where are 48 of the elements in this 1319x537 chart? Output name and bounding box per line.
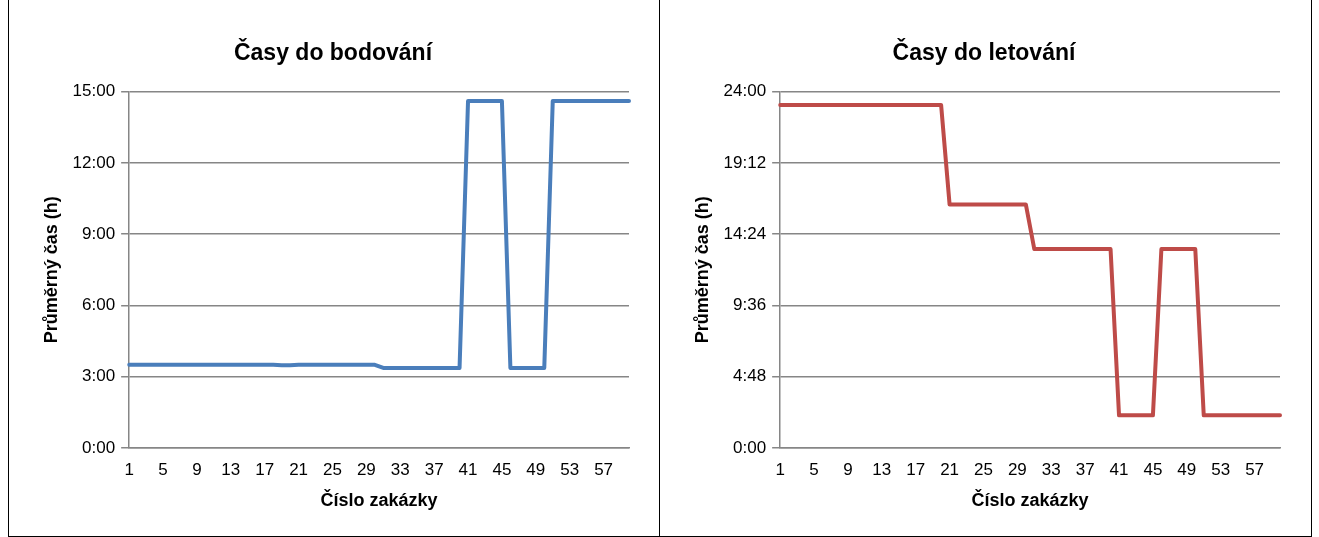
x-tick-label: 21 xyxy=(940,459,960,479)
x-tick-label: 49 xyxy=(526,459,546,479)
x-tick-label: 21 xyxy=(289,459,309,479)
x-tick-label: 25 xyxy=(974,459,993,479)
y-tick-label: 0:00 xyxy=(82,437,116,457)
y-tick-label: 12:00 xyxy=(72,152,116,172)
x-tick-label: 45 xyxy=(492,459,512,479)
x-tick-label: 1 xyxy=(124,459,134,479)
x-tick-label: 9 xyxy=(843,459,853,479)
y-tick-label: 9:00 xyxy=(82,223,116,243)
x-tick-label: 29 xyxy=(356,459,376,479)
y-tick-label: 15:00 xyxy=(72,81,116,101)
y-tick-label: 0:00 xyxy=(733,437,767,457)
x-tick-label: 53 xyxy=(560,459,580,479)
x-tick-label: 33 xyxy=(1041,459,1061,479)
y-tick-label: 4:48 xyxy=(733,366,767,386)
x-tick-label: 53 xyxy=(1211,459,1231,479)
y-axis-title: Průměrný čas (h) xyxy=(691,196,712,344)
y-tick-label: 3:00 xyxy=(82,366,116,386)
x-tick-label: 13 xyxy=(872,459,892,479)
chart-title: Časy do bodování xyxy=(233,38,434,66)
x-tick-label: 37 xyxy=(424,459,444,479)
x-tick-label: 41 xyxy=(458,459,478,479)
x-tick-label: 1 xyxy=(775,459,785,479)
x-tick-label: 25 xyxy=(323,459,342,479)
x-tick-label: 5 xyxy=(809,459,819,479)
x-axis-title: Číslo zakázky xyxy=(320,489,438,511)
y-tick-label: 9:36 xyxy=(733,295,767,315)
x-tick-label: 13 xyxy=(221,459,241,479)
y-tick-label: 14:24 xyxy=(723,223,767,243)
x-axis-title: Číslo zakázky xyxy=(971,489,1089,511)
y-tick-label: 19:12 xyxy=(723,152,767,172)
x-tick-label: 45 xyxy=(1143,459,1163,479)
chart-title: Časy do letování xyxy=(892,38,1077,66)
y-tick-label: 24:00 xyxy=(723,81,767,101)
x-tick-label: 17 xyxy=(255,459,275,479)
y-tick-label: 6:00 xyxy=(82,295,116,315)
x-tick-label: 5 xyxy=(158,459,168,479)
x-tick-label: 37 xyxy=(1075,459,1095,479)
x-tick-label: 57 xyxy=(594,459,614,479)
x-tick-label: 49 xyxy=(1177,459,1197,479)
x-tick-label: 17 xyxy=(906,459,926,479)
x-tick-label: 33 xyxy=(390,459,410,479)
y-axis-title: Průměrný čas (h) xyxy=(40,196,61,344)
x-tick-label: 9 xyxy=(192,459,202,479)
x-tick-label: 57 xyxy=(1245,459,1265,479)
x-tick-label: 29 xyxy=(1007,459,1027,479)
x-tick-label: 41 xyxy=(1109,459,1129,479)
